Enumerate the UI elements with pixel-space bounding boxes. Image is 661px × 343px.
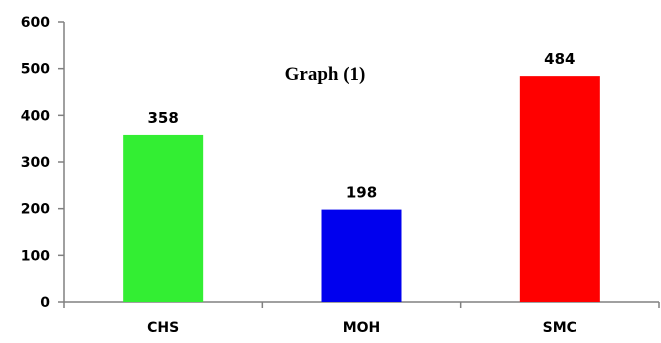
y-tick-label: 200 xyxy=(21,202,50,218)
data-label-smc: 484 xyxy=(544,50,575,68)
y-tick-label: 100 xyxy=(21,248,50,264)
bar-moh xyxy=(321,209,402,302)
chart-title: Graph (1) xyxy=(285,64,366,85)
y-tick-label: 0 xyxy=(40,295,50,311)
chart-bars xyxy=(123,76,600,302)
x-tick-label-moh: MOH xyxy=(343,320,381,336)
chart-labels: 358 CHS 198 MOH 484 SMC xyxy=(147,50,577,336)
y-tick-label: 600 xyxy=(21,15,50,31)
x-tick-label-chs: CHS xyxy=(147,320,179,336)
y-tick-label: 300 xyxy=(21,155,50,171)
bar-smc xyxy=(519,76,600,302)
x-tick-label-smc: SMC xyxy=(543,320,577,336)
y-tick-label: 500 xyxy=(21,62,50,78)
bar-chs xyxy=(123,134,204,302)
data-label-chs: 358 xyxy=(148,109,179,127)
data-label-moh: 198 xyxy=(346,184,377,202)
y-tick-label: 400 xyxy=(21,108,50,124)
